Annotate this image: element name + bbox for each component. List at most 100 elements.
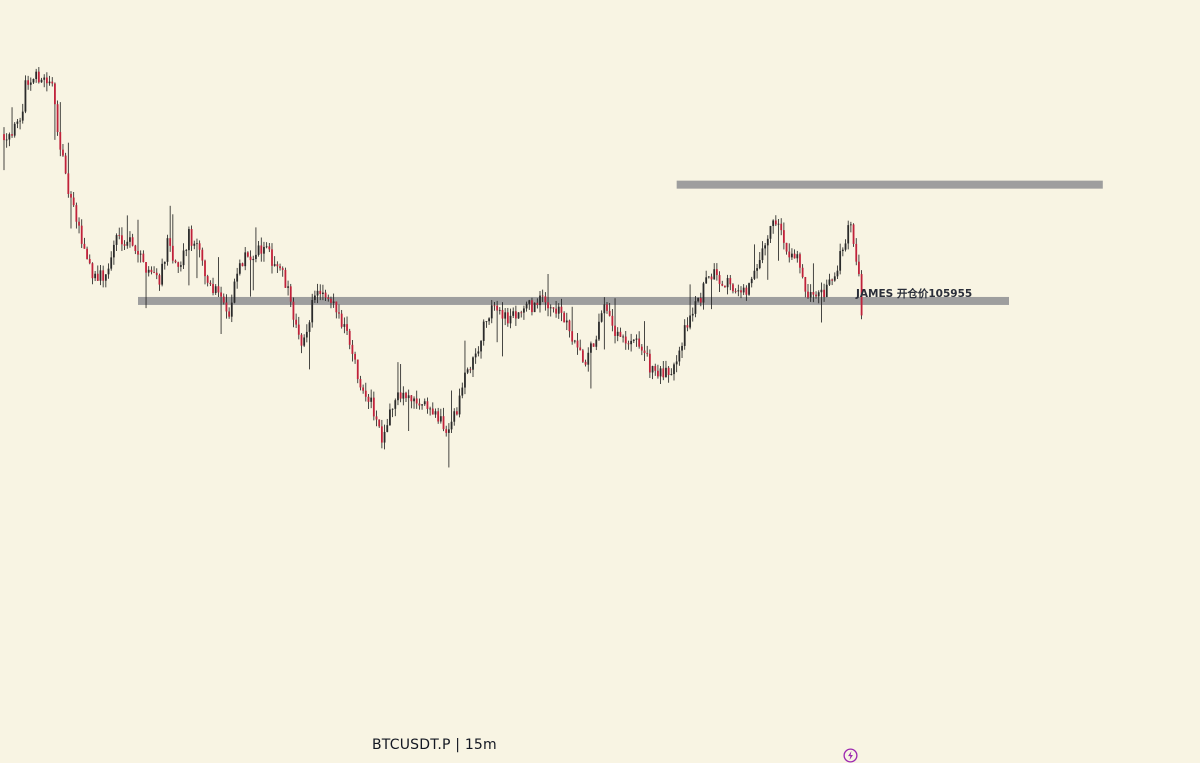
candle-body	[405, 392, 407, 399]
candle-body	[453, 411, 456, 422]
candle-body	[426, 401, 429, 409]
candle	[581, 348, 584, 363]
candle	[281, 266, 284, 277]
candle-body	[520, 312, 523, 314]
candle	[847, 220, 850, 250]
candle	[729, 275, 732, 291]
candle	[378, 419, 381, 428]
candle	[32, 78, 35, 84]
candle-body	[188, 229, 190, 251]
candle-body	[753, 270, 756, 279]
candle	[131, 233, 134, 247]
candle	[372, 391, 375, 421]
candle-body	[648, 353, 651, 373]
candle	[48, 75, 51, 86]
candle	[812, 263, 815, 303]
candle-body	[512, 311, 515, 316]
candle-body	[236, 273, 239, 282]
candle-body	[238, 263, 241, 274]
candle-body	[359, 379, 362, 388]
candle	[11, 107, 13, 138]
candle-body	[45, 77, 48, 84]
candle	[627, 340, 630, 350]
candle-body	[581, 350, 584, 362]
candle	[399, 364, 402, 403]
candle	[622, 334, 624, 343]
candle-body	[493, 305, 496, 307]
candle-body	[391, 408, 394, 410]
candle	[737, 284, 740, 297]
candle	[525, 301, 528, 312]
candle-body	[576, 340, 579, 348]
candle	[364, 382, 367, 402]
candle-body	[268, 246, 271, 250]
candle	[110, 251, 113, 271]
candle	[67, 142, 70, 198]
candle-body	[177, 262, 180, 267]
candle	[517, 312, 520, 319]
candle-body	[533, 302, 536, 313]
candle-body	[464, 372, 466, 388]
candle	[434, 408, 437, 418]
candle-body	[697, 298, 700, 302]
candle-body	[544, 296, 547, 303]
candle-body	[616, 331, 619, 336]
candle-body	[174, 260, 177, 263]
candle	[64, 152, 67, 175]
candle	[844, 239, 847, 252]
candle-body	[547, 302, 549, 309]
candle	[638, 331, 641, 349]
candle-body	[386, 425, 389, 432]
candle	[560, 298, 563, 322]
candle-body	[126, 241, 129, 246]
candle	[190, 225, 193, 251]
candle-body	[442, 416, 445, 430]
support-level[interactable]	[138, 296, 1009, 305]
candle	[592, 343, 595, 347]
candle-body	[670, 374, 673, 376]
candle	[260, 237, 263, 262]
candle-body	[29, 82, 32, 85]
candle-body	[83, 243, 86, 249]
candle	[852, 223, 855, 247]
candle	[112, 240, 115, 265]
candle	[188, 226, 190, 286]
resistance-level[interactable]	[676, 180, 1103, 189]
candle-body	[142, 253, 145, 263]
candle-body	[112, 244, 115, 258]
candle-body	[32, 78, 35, 83]
entry-price-annotation[interactable]: JAMES 开仓价105955	[856, 288, 973, 300]
candle-body	[214, 286, 217, 293]
candle	[482, 319, 485, 346]
candle	[415, 390, 418, 409]
candle	[472, 356, 474, 377]
candle-body	[193, 243, 196, 246]
candle-body	[131, 237, 134, 246]
candle	[324, 289, 327, 302]
candle	[370, 389, 373, 409]
candle	[608, 302, 611, 317]
candle	[196, 238, 198, 279]
candle	[756, 264, 758, 279]
candle-body	[319, 290, 322, 295]
candle	[702, 281, 705, 310]
candle-body	[469, 369, 472, 371]
candle	[724, 285, 726, 288]
candle	[571, 306, 574, 345]
candle	[694, 295, 697, 318]
candle	[209, 280, 212, 287]
candle-body	[161, 263, 164, 285]
candle	[171, 214, 174, 264]
candle-body	[480, 340, 482, 352]
candle	[292, 297, 295, 328]
candle	[528, 299, 531, 310]
candle	[544, 292, 547, 311]
candle	[308, 320, 311, 370]
candle-body	[24, 80, 27, 112]
candle-body	[13, 123, 16, 136]
candle-body	[110, 257, 113, 269]
candle	[667, 366, 670, 383]
candle-body	[158, 275, 161, 285]
candle-body	[220, 292, 222, 297]
